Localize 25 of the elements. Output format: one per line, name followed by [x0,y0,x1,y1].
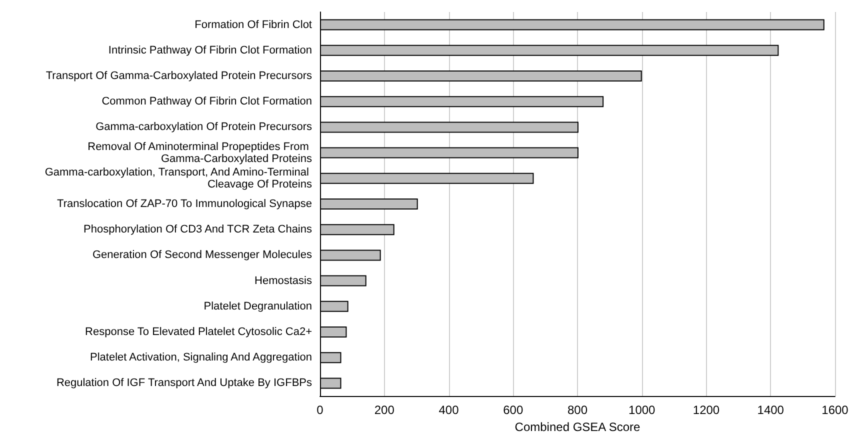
y-tick-label: Phosphorylation Of CD3 And TCR Zeta Chains [84,224,312,236]
y-tick-label: Regulation Of IGF Transport And Uptake By IGFBPs [56,377,312,390]
y-tick-label: Generation Of Second Messenger Molecules [92,249,312,262]
x-tick-label: 1000 [628,403,656,417]
y-tick-label: Gamma-carboxylation Of Protein Precursors [96,121,312,134]
x-tick-label: 600 [503,403,524,417]
x-axis-title: Combined GSEA Score [514,420,641,434]
y-tick-label: Gamma-carboxylation, Transport, And Amino-Terminal Cleavage Of Proteins [44,166,312,190]
y-tick-label: Transport Of Gamma-Carboxylated Protein Precursors [46,70,312,82]
x-tick-label: 800 [567,403,588,417]
x-tick-label: 1400 [757,403,784,417]
y-tick-label: Translocation Of ZAP-70 To Immunological Synapse [57,198,312,210]
y-tick-label: Platelet Activation, Signaling And Aggregation [90,352,312,364]
y-tick-label: Hemostasis [254,274,312,287]
x-tick-label: 200 [374,403,395,417]
y-tick-label: Common Pathway Of Fibrin Clot Formation [102,96,312,108]
x-tick-label: 1600 [822,403,849,417]
y-tick-label: Response To Elevated Platelet Cytosolic Ca2+ [85,326,312,338]
x-tick-label: 400 [438,403,460,417]
y-tick-label: Intrinsic Pathway Of Fibrin Clot Formation [108,44,312,56]
y-tick-label: Platelet Degranulation [204,300,312,312]
y-tick-label: Removal Of Aminoterminal Propeptides From Gamma-Carboxylated Proteins [88,140,312,165]
y-tick-label: Formation Of Fibrin Clot [194,18,312,31]
x-tick-label: 0 [316,403,324,417]
x-tick-label: 1200 [692,403,720,417]
